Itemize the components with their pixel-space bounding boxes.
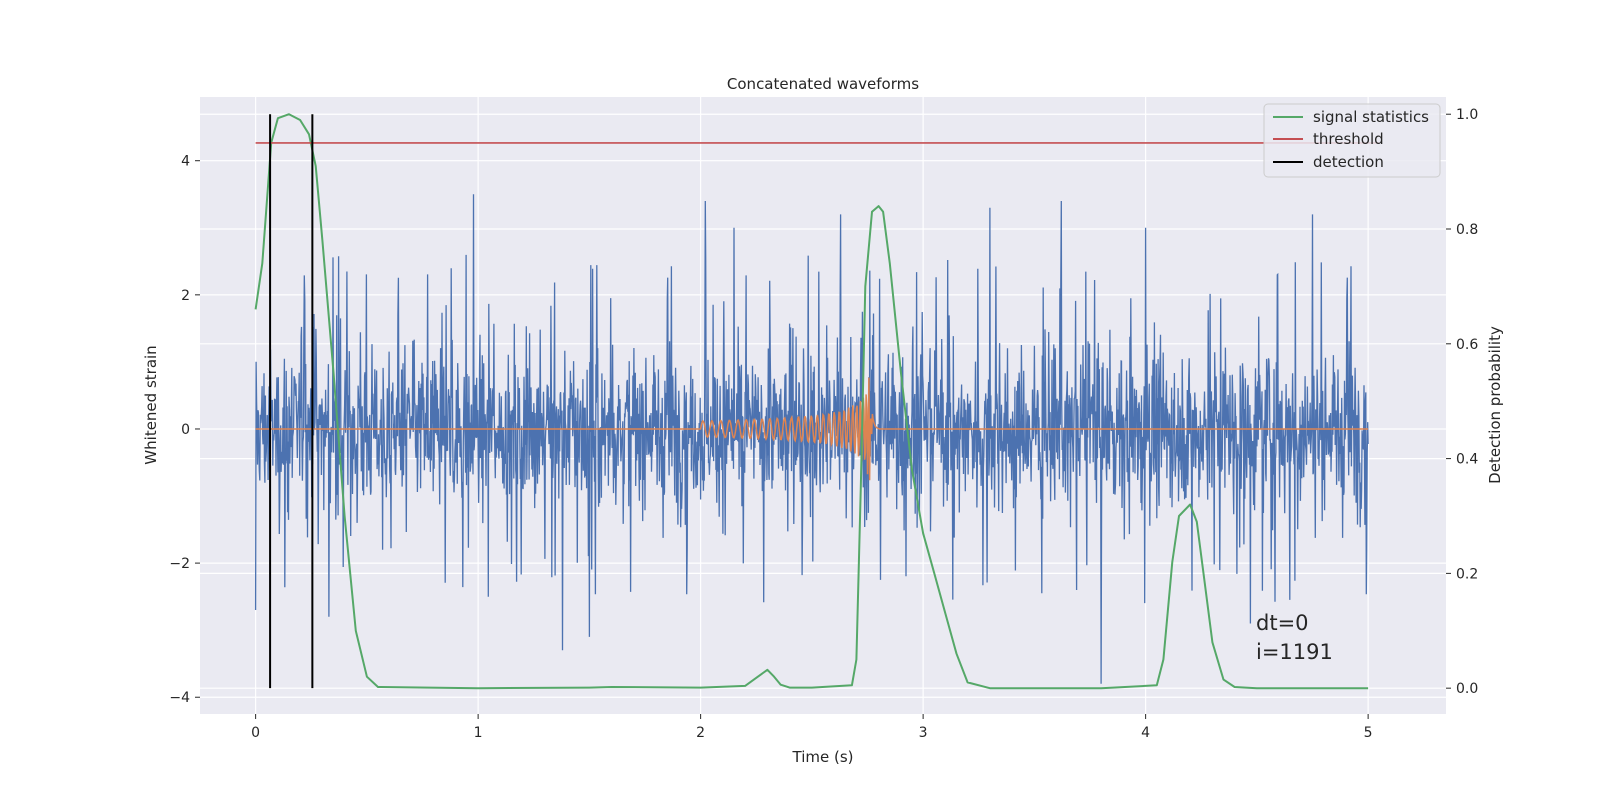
y-left-tick-label: 0 [181, 422, 190, 438]
y-right-tick-label: 0.2 [1456, 566, 1478, 582]
x-tick-label: 4 [1141, 725, 1150, 741]
x-tick-label: 2 [696, 725, 705, 741]
template-line [255, 377, 1369, 481]
y-left-tick-label: 4 [181, 154, 190, 170]
legend-label-threshold: threshold [1313, 130, 1384, 148]
x-axis-label: Time (s) [792, 748, 854, 766]
x-tick-label: 1 [474, 725, 483, 741]
annotation-dt: dt=0 [1256, 611, 1309, 635]
y-right-tick-label: 0.6 [1456, 337, 1478, 353]
y-left-tick-label: −2 [169, 556, 190, 572]
chart-title: Concatenated waveforms [727, 75, 919, 93]
legend-label-signal-statistics: signal statistics [1313, 108, 1429, 126]
axis-ticks: 0 1 2 3 4 5 −4 −2 0 2 4 0.0 0.2 0.4 0.6 0.8 1.0 [169, 107, 1478, 741]
y-left-tick-label: −4 [169, 690, 190, 706]
template-series [255, 377, 1369, 481]
x-tick-label: 3 [919, 725, 928, 741]
annotation-index: i=1191 [1256, 640, 1333, 664]
y-right-tick-label: 0.4 [1456, 452, 1478, 468]
y-right-tick-label: 0.8 [1456, 222, 1478, 238]
signal-statistics-series [254, 113, 1369, 690]
y-right-tick-label: 1.0 [1456, 107, 1478, 123]
legend-box [1263, 103, 1441, 178]
legend-label-detection: detection [1313, 153, 1384, 171]
y-left-tick-label: 2 [181, 288, 190, 304]
y-right-tick-label: 0.0 [1456, 681, 1478, 697]
y-axis-left-label: Whitened strain [142, 345, 160, 464]
x-tick-label: 5 [1364, 725, 1373, 741]
signal-statistics-line [254, 113, 1369, 690]
strain-series [254, 194, 1369, 684]
detection-series [269, 114, 314, 689]
legend: signal statistics threshold detection [1263, 103, 1441, 178]
grid-lines [200, 97, 1446, 714]
strain-line [254, 194, 1369, 684]
x-tick-label: 0 [251, 725, 260, 741]
y-axis-right-label: Detection probability [1486, 326, 1504, 484]
